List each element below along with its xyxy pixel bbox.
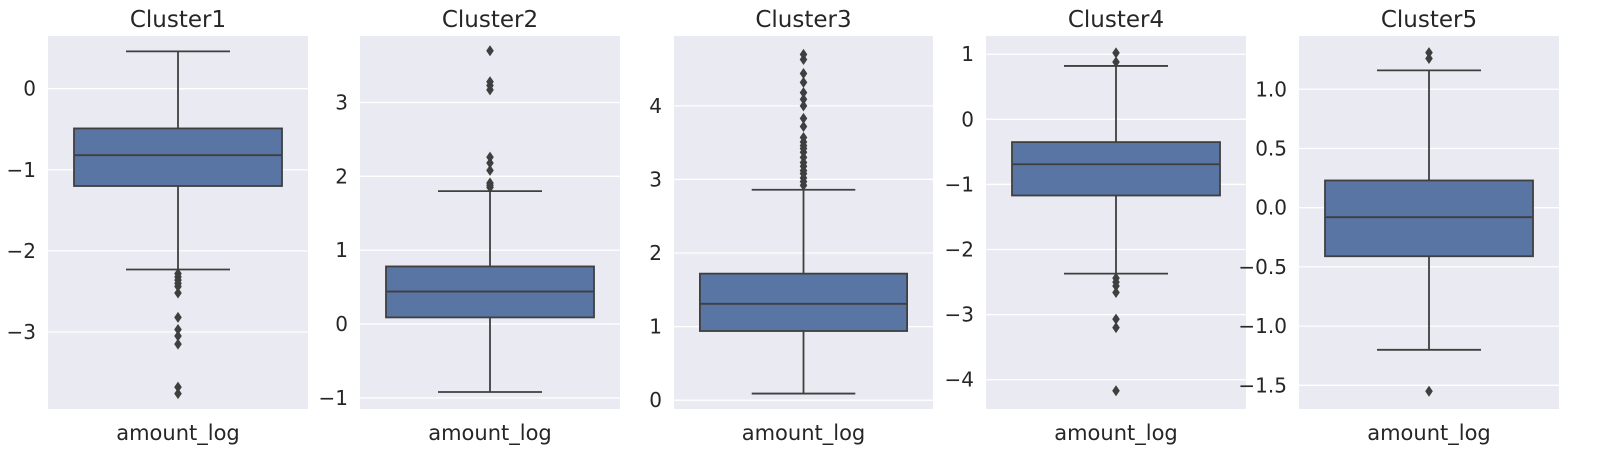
outlier-point [174,338,182,350]
x-axis-label: amount_log [1054,421,1178,446]
outlier-point [174,311,182,323]
subplot-title: Cluster4 [1068,7,1164,33]
x-axis-label: amount_log [428,421,552,446]
outlier-point [799,87,808,99]
outlier-point [1425,52,1433,64]
y-tick-label: 0 [961,107,974,131]
iqr-box [73,127,283,187]
y-tick-label: 0 [649,388,662,412]
outlier-point [799,68,808,80]
y-tick-label: −0.5 [1238,255,1287,279]
y-tick-label: 0.0 [1255,196,1287,220]
y-tick-label: 0.5 [1255,136,1287,160]
x-axis-label: amount_log [1367,421,1491,446]
outlier-point [174,330,182,342]
outlier-point [486,76,494,88]
y-tick-label: 1 [335,238,348,262]
outlier-point [174,324,182,336]
y-tick-label: 4 [649,94,662,118]
outlier-point [1112,56,1120,68]
iqr-box [1324,179,1534,258]
y-tick-label: −3 [945,303,974,327]
y-tick-label: 3 [649,167,662,191]
subplot-title: Cluster3 [755,7,851,33]
y-tick-label: −1.5 [1238,373,1287,397]
y-tick-label: −2 [7,239,36,263]
outlier-point [1425,47,1433,59]
iqr-box [699,272,909,332]
outlier-point [486,45,494,57]
y-tick-label: −4 [945,368,974,392]
y-tick-label: 0 [335,312,348,336]
y-tick-label: 2 [649,241,662,265]
subplot-2: 3 2 1 0 −1 Cluster2 amount_log [319,7,620,446]
outlier-point [1112,47,1120,59]
y-tick-label: −2 [945,238,974,262]
outlier-point [799,120,808,132]
y-tick-label: −1.0 [1238,314,1287,338]
y-tick-label: 1.0 [1255,77,1287,101]
outlier-point [1425,385,1433,397]
y-tick-label: 1 [649,315,662,339]
outlier-point [174,281,182,293]
y-tick-label: 2 [335,164,348,188]
x-axis-label: amount_log [742,421,866,446]
y-tick-label: 1 [961,42,974,66]
outlier-point [799,93,808,105]
outlier-point [174,388,182,400]
outlier-point [1112,322,1120,334]
y-tick-label: −1 [319,386,348,410]
y-tick-label: −1 [7,158,36,182]
y-tick-label: 0 [23,77,36,101]
y-tick-label: 3 [335,90,348,114]
outlier-point [486,164,494,176]
x-axis-label: amount_log [116,421,240,446]
outlier-point [799,112,808,124]
subplot-3: 4 3 2 1 0 Cluster3 amount_log [649,7,933,446]
y-tick-label: −1 [945,172,974,196]
outlier-point [1112,280,1120,292]
subplot-5: 1.0 0.5 0.0 −0.5 −1.0 −1.5 Cluster5 amount_log [1238,7,1559,446]
subplot-4: 1 0 −1 −2 −3 −4 Cluster4 amount_log [945,7,1246,446]
y-tick-label: −3 [7,320,36,344]
subplot-title: Cluster1 [130,7,226,33]
outlier-point [1112,286,1120,298]
iqr-box [1011,141,1221,197]
subplot-title: Cluster5 [1381,7,1477,33]
outlier-point [799,100,808,112]
outlier-point [799,76,808,88]
outlier-point [486,157,494,169]
outlier-point [486,177,494,189]
subplot-title: Cluster2 [442,7,538,33]
subplot-1: 0 −1 −2 −3 Cluster1 amount_log [7,7,308,446]
outlier-point [799,48,808,60]
outlier-point [1112,313,1120,325]
outlier-point [799,132,808,144]
outlier-point [486,151,494,163]
outlier-point [174,287,182,299]
outlier-point [1112,385,1120,397]
outlier-point [174,381,182,393]
